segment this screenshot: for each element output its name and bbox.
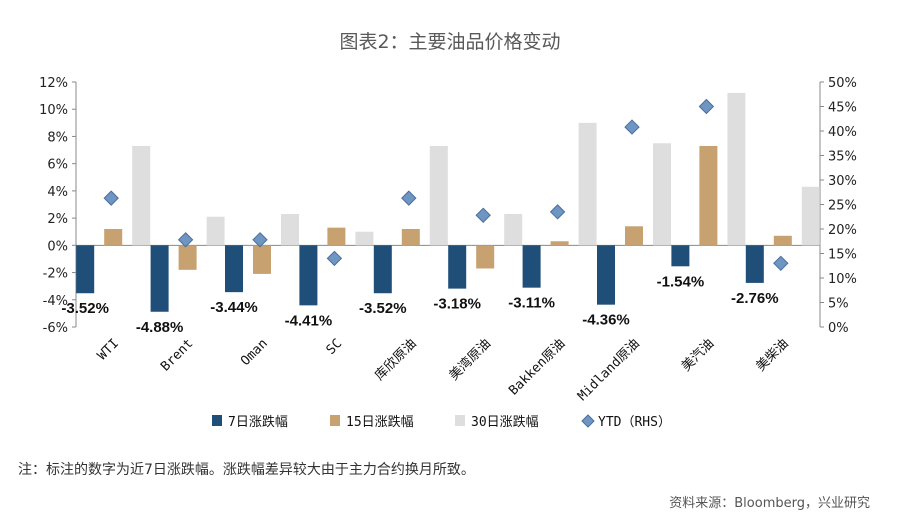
chart-title: 图表2：主要油品价格变动 [339, 31, 560, 53]
category-label: Oman [238, 336, 271, 369]
bar-30d [504, 214, 523, 246]
ytd-marker [624, 119, 640, 135]
left-tick-label: -6% [43, 321, 68, 336]
left-tick-label: 2% [47, 212, 68, 227]
category-label: 美汽油 [679, 336, 717, 374]
bar-30d [281, 214, 299, 246]
data-label: -1.54% [657, 273, 705, 290]
bar-7d [671, 245, 690, 267]
bar-7d [299, 245, 318, 306]
bar-30d [429, 145, 448, 246]
left-tick-label: 8% [47, 130, 68, 145]
bar-7d [522, 245, 541, 288]
left-tick-label: 4% [47, 185, 68, 200]
ytd-marker [103, 190, 119, 206]
right-tick-label: 10% [828, 272, 857, 287]
left-tick-label: -2% [43, 267, 68, 282]
legend-swatch [455, 415, 465, 426]
bar-15d [178, 245, 197, 270]
category-label: 美柴油 [753, 336, 791, 374]
bar-15d [327, 227, 346, 246]
category-label: 美湾原油 [446, 336, 494, 384]
bar-15d [253, 245, 271, 274]
bar-30d [727, 92, 746, 246]
bar-30d [578, 122, 597, 246]
right-tick-label: 50% [828, 76, 857, 91]
left-tick-label: 10% [39, 103, 68, 118]
ytd-marker [549, 204, 566, 220]
legend-label: YTD（RHS） [598, 415, 671, 430]
ytd-marker [475, 207, 491, 223]
bar-7d [745, 245, 764, 283]
category-label: Brent [158, 336, 196, 374]
right-tick-label: 30% [828, 174, 857, 189]
bar-30d [206, 216, 225, 246]
ytd-marker [326, 250, 343, 267]
right-tick-label: 5% [828, 297, 849, 312]
ytd-marker [773, 255, 789, 272]
bar-15d [401, 229, 420, 246]
bar-7d [150, 245, 169, 312]
data-label: -2.76% [731, 290, 779, 307]
source-line: 资料来源：Bloomberg，兴业研究 [669, 496, 870, 511]
bar-30d [132, 145, 151, 246]
right-tick-label: 45% [828, 101, 857, 116]
right-tick-label: 20% [828, 223, 857, 238]
right-tick-label: 0% [828, 321, 849, 336]
bar-30d [653, 143, 671, 246]
ytd-marker [177, 232, 194, 248]
legend-marker-ytd [581, 414, 595, 428]
data-label: -3.52% [61, 300, 109, 317]
footnote: 注：标注的数字为近7日涨跌幅。涨跌幅差异较大由于主力合约换月所致。 [18, 462, 475, 478]
bar-30d [801, 186, 820, 246]
category-label: SC [324, 336, 346, 358]
right-tick-label: 15% [828, 248, 857, 263]
legend-label: 30日涨跌幅 [471, 414, 539, 430]
left-tick-label: -4% [43, 294, 68, 309]
bar-7d [448, 245, 467, 289]
ytd-marker [401, 190, 417, 206]
left-tick-label: 6% [47, 158, 68, 173]
category-label: Midland原油 [575, 336, 643, 404]
legend-label: 7日涨跌幅 [228, 414, 288, 430]
category-label: WTI [95, 336, 122, 363]
category-label: Bakken原油 [506, 336, 568, 398]
bar-15d [550, 241, 569, 246]
bar-7d [373, 245, 392, 294]
data-label: -3.44% [210, 299, 258, 316]
data-label: -3.52% [359, 300, 407, 317]
bar-7d [76, 245, 95, 294]
data-label: -4.41% [285, 312, 333, 329]
data-label: -4.36% [582, 312, 630, 329]
ytd-marker [698, 98, 715, 115]
bar-15d [773, 235, 792, 246]
legend-swatch [330, 415, 340, 426]
category-label: 库欣原油 [372, 336, 420, 384]
right-tick-label: 35% [828, 150, 857, 165]
right-tick-label: 40% [828, 125, 857, 140]
bar-15d [699, 145, 718, 246]
ytd-marker [252, 232, 268, 248]
plot-area: 12% 10% 8% 6% 4% 2% 0% -2% -4% -6% 50% 45% 40% 35% 30%… [39, 76, 857, 404]
bar-15d [625, 226, 643, 246]
data-label: -4.88% [136, 319, 184, 336]
left-tick-label: 0% [47, 239, 68, 254]
right-tick-label: 25% [828, 199, 857, 214]
bar-15d [104, 229, 123, 246]
legend: 7日涨跌幅 15日涨跌幅 30日涨跌幅 YTD（RHS） [212, 414, 671, 430]
legend-swatch [212, 415, 222, 426]
bar-7d [225, 245, 243, 293]
bar-15d [476, 245, 495, 269]
data-label: -3.11% [508, 295, 555, 312]
legend-label: 15日涨跌幅 [346, 414, 414, 430]
data-label: -3.18% [433, 296, 481, 313]
bar-30d [355, 231, 374, 246]
bar-7d [597, 245, 615, 305]
left-tick-label: 12% [39, 76, 68, 91]
